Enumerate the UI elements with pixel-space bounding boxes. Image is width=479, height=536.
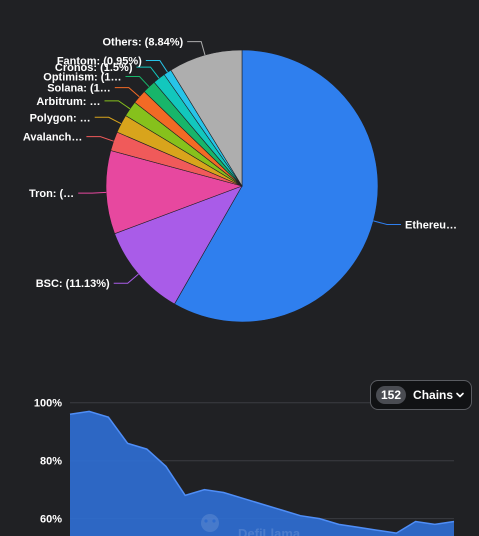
y-tick-label: 80% [40,456,62,468]
chains-dropdown[interactable]: 152 Chains [370,380,472,410]
area-y-ticks: 100% 80% 60% [34,398,62,526]
pie-labels: Ethereu… BSC: (11.13%) Tron: (… Avalanch… Po… [23,37,457,291]
pie-slice-label: Optimism: (1… [43,72,121,84]
pie-leader-line [125,76,150,88]
llama-logo-icon [201,514,219,532]
pie-slice-label: Cronos: (1.5%) [55,62,133,74]
pie-leader-line [187,41,206,56]
pie-slice-label: Avalanch… [23,132,83,144]
pie-slice-label: Tron: (… [29,188,74,200]
pie-slice-label: Fantom: (0.95%) [57,56,142,68]
chains-dropdown-label: Chains [413,388,454,402]
pie-leader-line [136,66,160,79]
pie-leader-line [86,136,114,142]
y-tick-label: 100% [34,398,62,410]
pie-slice-label: Others: (8.84%) [102,37,183,49]
chains-count-badge: 152 [376,386,407,404]
pie-slice-others-8-84[interactable] [170,49,243,188]
dominance-area-line [69,410,455,534]
pie-slice-label: Arbitrum: … [36,96,100,108]
pie-slice-label: BSC: (11.13%) [36,278,110,290]
pie-leader-line [104,100,131,110]
pie-slice-label: Solana: (1… [47,83,111,95]
pie-leader-line [145,60,168,73]
y-tick-label: 60% [40,514,62,526]
chain-dominance-pie-chart: Ethereu… BSC: (11.13%) Tron: (… Avalanch… Po… [23,37,457,323]
area-series [69,410,455,536]
pie-leader-line [94,116,122,125]
dominance-area-chart: 100% 80% 60% DefiLlama [34,398,455,536]
watermark-text: DefiLlama [238,526,301,536]
pie-leader-line [78,191,107,194]
pie-slices [105,49,379,323]
pie-slice-label: Polygon: … [30,112,91,124]
pie-leader-line [113,273,139,284]
pie-leader-line [114,87,140,98]
pie-slice-label: Ethereu… [405,220,457,232]
watermark: DefiLlama [201,514,301,536]
pie-slice-tron[interactable] [105,150,243,235]
pie-leader-line [373,220,401,225]
dominance-area-fill [70,411,454,536]
chevron-down-icon [456,392,464,398]
